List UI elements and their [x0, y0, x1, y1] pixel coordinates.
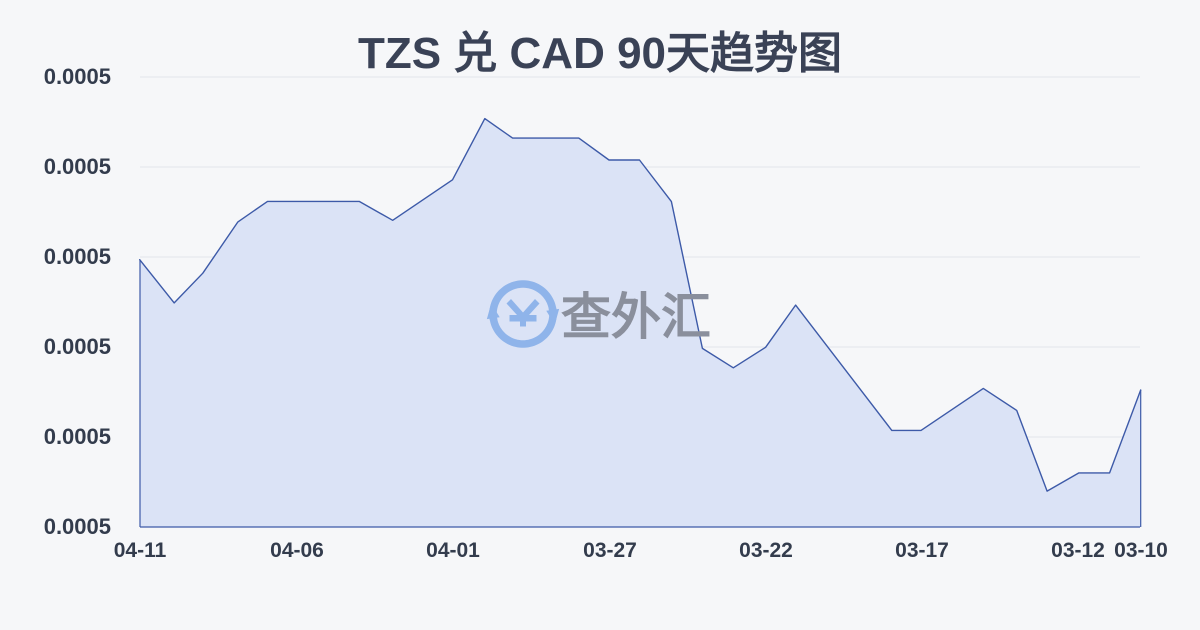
svg-text:03-17: 03-17 [895, 539, 949, 562]
svg-text:查外汇: 查外汇 [561, 289, 711, 345]
svg-text:03-22: 03-22 [739, 539, 793, 562]
svg-text:0.0005: 0.0005 [44, 244, 111, 269]
svg-text:03-10: 03-10 [1114, 539, 1168, 562]
svg-text:0.0005: 0.0005 [44, 424, 111, 449]
svg-text:04-11: 04-11 [114, 539, 167, 562]
svg-text:03-12: 03-12 [1051, 539, 1105, 562]
svg-text:0.0005: 0.0005 [44, 154, 111, 179]
svg-text:04-01: 04-01 [426, 539, 480, 562]
svg-text:04-06: 04-06 [270, 539, 324, 562]
svg-text:0.0005: 0.0005 [44, 334, 111, 359]
svg-text:03-27: 03-27 [583, 539, 637, 562]
svg-text:0.0005: 0.0005 [44, 514, 111, 539]
